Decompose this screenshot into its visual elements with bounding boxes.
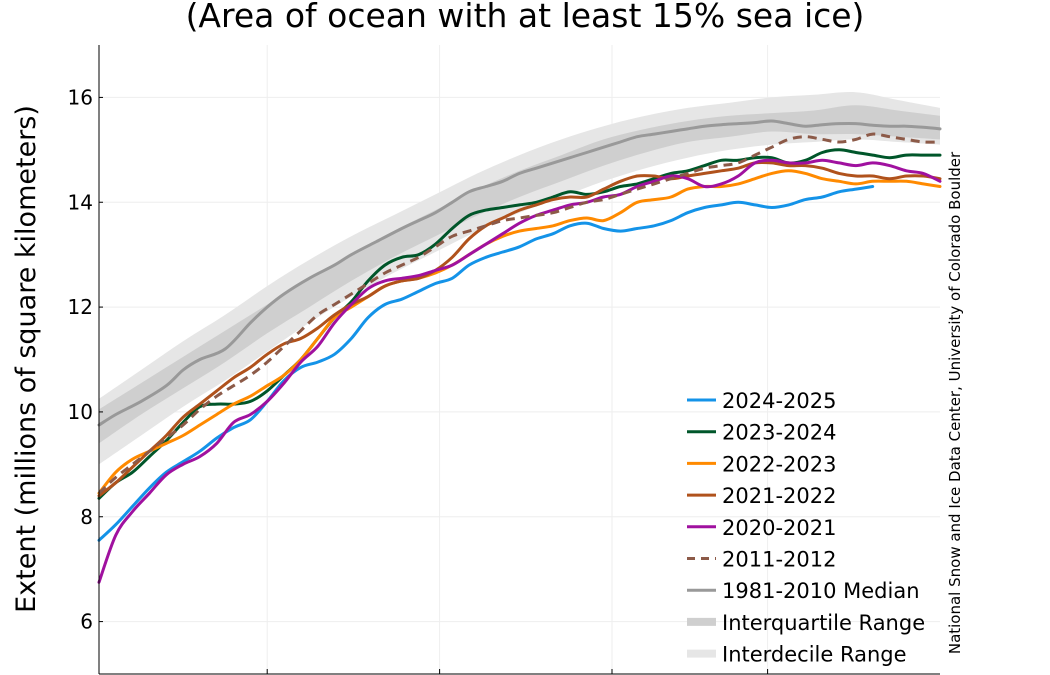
series-line-2021-2022 (97, 160, 942, 498)
legend-label-2020-2021: 2020-2021 (722, 516, 836, 540)
legend-label-2021-2022: 2021-2022 (722, 484, 836, 508)
series-line-2011-2012 (97, 132, 941, 495)
series-line-2020-2021 (97, 158, 942, 584)
y-tick-label-12: 12 (68, 295, 93, 319)
legend-label-interdecile-range: Interdecile Range (722, 643, 907, 667)
legend-label-1981-2010-median: 1981-2010 Median (722, 579, 920, 603)
chart-title: (Area of ocean with at least 15% sea ice… (186, 0, 865, 35)
legend-label-2011-2012: 2011-2012 (722, 548, 836, 572)
legend-label-interquartile-range: Interquartile Range (722, 611, 925, 635)
series-lines (97, 119, 942, 584)
y-tick-label-16: 16 (68, 85, 93, 109)
y-tick-label-14: 14 (68, 190, 93, 214)
y-axis-label: Extent (millions of square kilometers) (11, 105, 42, 613)
axes: 6 8 10 12 14 16 (68, 45, 940, 675)
legend-label-2024-2025: 2024-2025 (722, 389, 836, 413)
series-line-2024-2025 (97, 185, 875, 542)
legend-label-2023-2024: 2023-2024 (722, 421, 836, 445)
legend-label-2022-2023: 2022-2023 (722, 452, 836, 476)
legend: 2024-2025 2023-2024 2022-2023 2021-2022 2020… (687, 389, 925, 667)
y-tick-label-8: 8 (80, 505, 93, 529)
series-line-1981-2010-median (97, 119, 942, 427)
series-line-2023-2024 (97, 148, 942, 500)
y-tick-label-10: 10 (68, 400, 93, 424)
credit-text: National Snow and Ice Data Center, Unive… (946, 151, 964, 654)
series-line-2022-2023 (97, 169, 942, 495)
y-tick-label-6: 6 (80, 610, 93, 634)
